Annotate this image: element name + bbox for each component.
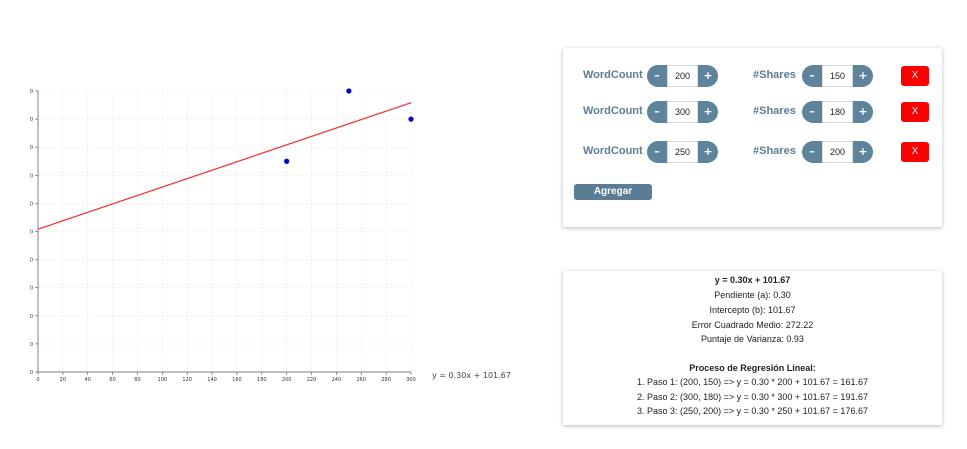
shares-label: #Shares <box>753 105 796 117</box>
x-tick-label: 260 <box>356 377 366 383</box>
grid-layer <box>37 90 412 373</box>
x-tick-label: 0 <box>36 377 39 383</box>
wordcount-label: WordCount <box>583 105 643 117</box>
process-step: 3. Paso 3: (250, 200) => y = 0.30 * 250 … <box>637 406 868 416</box>
add-row-button[interactable]: Agregar <box>574 184 652 200</box>
wordcount-input[interactable]: 300 <box>667 101 698 123</box>
x-tick-label: 300 <box>406 377 416 383</box>
wordcount-stepper: – 250 + <box>647 141 718 163</box>
result-equation: y = 0.30x + 101.67 <box>714 275 791 285</box>
process-step: 2. Paso 2: (300, 180) => y = 0.30 * 300 … <box>637 392 868 402</box>
shares-input[interactable]: 150 <box>822 65 853 87</box>
chart-svg: 0 20 40 60 80 100 120 140 160 180 200 220 240 260 280 3… <box>30 88 511 383</box>
line-layer <box>37 102 412 230</box>
wordcount-increment-button[interactable]: + <box>703 105 713 118</box>
x-tick-label: 100 <box>158 377 168 383</box>
wordcount-stepper: – 300 + <box>647 101 718 123</box>
shares-decrement-button[interactable]: – <box>809 69 815 82</box>
wordcount-input[interactable]: 200 <box>667 65 698 87</box>
x-tick-label: 240 <box>332 377 342 383</box>
wordcount-label: WordCount <box>583 145 643 157</box>
shares-label: #Shares <box>753 69 796 81</box>
result-mse: Error Cuadrado Medio: 272.22 <box>691 320 814 330</box>
shares-input[interactable]: 200 <box>822 141 853 163</box>
scatter-chart: 0 20 40 60 80 100 120 140 160 180 200 220 240 260 280 3… <box>30 88 511 383</box>
remove-row-button[interactable]: X <box>901 66 929 86</box>
y-tick-label: 0 <box>30 258 33 264</box>
shares-input[interactable]: 180 <box>822 101 853 123</box>
wordcount-increment-button[interactable]: + <box>703 69 713 82</box>
x-tick-label: 20 <box>60 377 66 383</box>
process-title: Proceso de Regresión Lineal: <box>689 363 816 373</box>
shares-decrement-button[interactable]: – <box>809 145 815 158</box>
shares-increment-button[interactable]: + <box>858 69 868 82</box>
x-tick-label: 280 <box>381 377 391 383</box>
x-tick-label: 120 <box>182 377 192 383</box>
wordcount-stepper: – 200 + <box>647 65 718 87</box>
data-point <box>284 158 290 164</box>
input-row: WordCount – 300 + #Shares – 180 + X <box>563 101 942 123</box>
wordcount-increment-button[interactable]: + <box>703 145 713 158</box>
wordcount-input[interactable]: 250 <box>667 141 698 163</box>
shares-stepper: – 150 + <box>802 65 873 87</box>
wordcount-label: WordCount <box>583 69 643 81</box>
y-tick-label: 0 <box>30 342 33 348</box>
x-tick-label: 200 <box>282 377 292 383</box>
x-tick-label: 140 <box>207 377 217 383</box>
wordcount-decrement-button[interactable]: – <box>654 105 660 118</box>
x-tick-label: 180 <box>257 377 267 383</box>
axis-layer: 0 20 40 60 80 100 120 140 160 180 200 220 240 260 280 3… <box>30 89 416 383</box>
result-intercept: Intercepto (b): 101.67 <box>709 305 796 315</box>
result-slope: Pendiente (a): 0.30 <box>714 290 791 300</box>
x-tick-label: 60 <box>109 377 115 383</box>
y-tick-label: 0 <box>30 173 33 179</box>
y-tick-label: 0 <box>30 314 33 320</box>
y-tick-label: 0 <box>30 145 33 151</box>
results-panel: y = 0.30x + 101.67 Pendiente (a): 0.30 I… <box>563 271 942 425</box>
data-point <box>346 88 352 94</box>
remove-row-button[interactable]: X <box>901 142 929 162</box>
y-tick-label: 0 <box>30 117 33 123</box>
regression-line <box>37 102 412 230</box>
input-panel: WordCount – 200 + #Shares – 150 + X Word… <box>563 48 942 227</box>
process-step: 1. Paso 1: (200, 150) => y = 0.30 * 200 … <box>637 377 868 387</box>
x-tick-label: 160 <box>232 377 242 383</box>
x-tick-label: 220 <box>307 377 317 383</box>
shares-stepper: – 200 + <box>802 141 873 163</box>
shares-increment-button[interactable]: + <box>858 105 868 118</box>
shares-increment-button[interactable]: + <box>858 145 868 158</box>
y-tick-label: 0 <box>30 89 33 95</box>
data-point <box>408 116 414 122</box>
wordcount-decrement-button[interactable]: – <box>654 145 660 158</box>
remove-row-button[interactable]: X <box>901 102 929 122</box>
y-tick-label: 0 <box>30 286 33 292</box>
y-tick-label: 0 <box>30 230 33 236</box>
equation-label: y = 0.30x + 101.67 <box>432 371 511 380</box>
x-tick-label: 80 <box>134 377 140 383</box>
input-row: WordCount – 250 + #Shares – 200 + X <box>563 141 942 163</box>
y-tick-label: 0 <box>30 370 33 376</box>
shares-stepper: – 180 + <box>802 101 873 123</box>
wordcount-decrement-button[interactable]: – <box>654 69 660 82</box>
x-tick-label: 40 <box>85 377 91 383</box>
y-tick-label: 0 <box>30 201 33 207</box>
input-row: WordCount – 200 + #Shares – 150 + X <box>563 65 942 87</box>
point-layer <box>284 88 414 164</box>
shares-decrement-button[interactable]: – <box>809 105 815 118</box>
shares-label: #Shares <box>753 145 796 157</box>
result-variance: Puntaje de Varianza: 0.93 <box>701 334 804 344</box>
